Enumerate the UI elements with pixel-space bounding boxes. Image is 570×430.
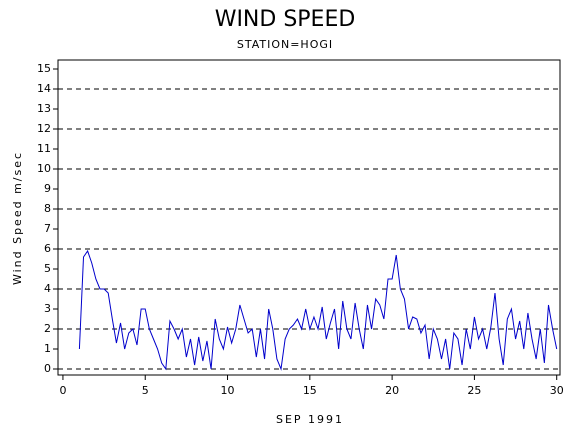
y-tick-label: 12 bbox=[37, 122, 51, 135]
y-tick-label: 6 bbox=[44, 242, 51, 255]
y-tick-label: 5 bbox=[44, 262, 51, 275]
y-tick-label: 14 bbox=[37, 82, 51, 95]
y-tick-label: 9 bbox=[44, 182, 51, 195]
y-tick-label: 4 bbox=[44, 282, 51, 295]
x-tick-label: 20 bbox=[385, 384, 399, 397]
y-tick-label: 2 bbox=[44, 322, 51, 335]
y-tick-label: 1 bbox=[44, 342, 51, 355]
y-tick-label: 15 bbox=[37, 62, 51, 75]
y-tick-label: 13 bbox=[37, 102, 51, 115]
x-tick-label: 0 bbox=[59, 384, 66, 397]
plot-frame bbox=[57, 59, 561, 376]
x-tick-label: 15 bbox=[303, 384, 317, 397]
y-tick-label: 8 bbox=[44, 202, 51, 215]
x-tick-label: 5 bbox=[142, 384, 149, 397]
y-axis-label: Wind Speed m/sec bbox=[11, 151, 24, 285]
x-axis-label: SEP 1991 bbox=[276, 413, 344, 426]
x-tick-label: 10 bbox=[221, 384, 235, 397]
data-line bbox=[78, 249, 558, 371]
x-tick-label: 25 bbox=[467, 384, 481, 397]
chart-subtitle: STATION=HOGI bbox=[237, 38, 333, 51]
y-tick-label: 0 bbox=[44, 362, 51, 375]
y-tick-label: 11 bbox=[37, 142, 51, 155]
chart-title: WIND SPEED bbox=[215, 7, 356, 32]
y-tick-label: 10 bbox=[37, 162, 51, 175]
y-tick-label: 3 bbox=[44, 302, 51, 315]
x-tick-label: 30 bbox=[550, 384, 564, 397]
y-tick-label: 7 bbox=[44, 222, 51, 235]
